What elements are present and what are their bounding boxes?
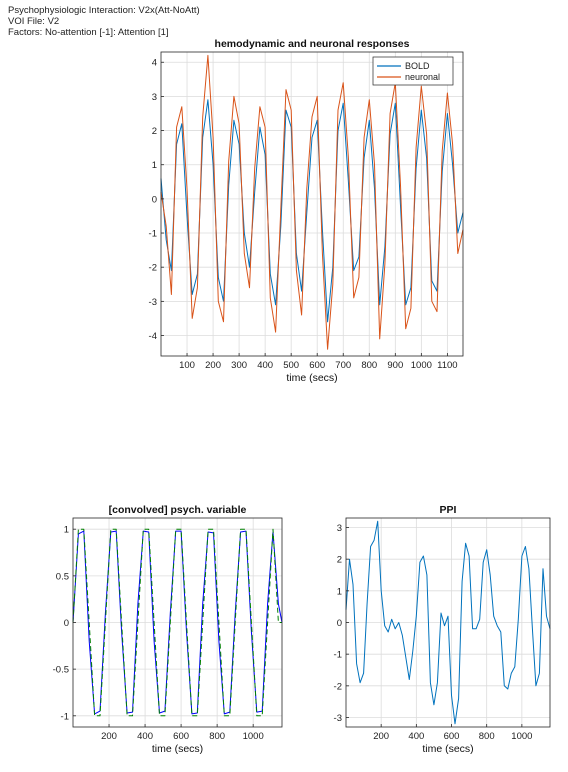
x-tick-label: 200: [205, 360, 221, 371]
x-tick-label: 800: [479, 731, 495, 742]
x-tick-label: 1000: [411, 360, 432, 371]
x-tick-label: 600: [444, 731, 460, 742]
x-tick-label: 1100: [437, 360, 457, 371]
legend-box: [372, 56, 454, 86]
x-tick-label: 1000: [243, 731, 264, 742]
y-tick-label: -4: [149, 331, 157, 342]
x-axis-label: time (secs): [422, 743, 473, 755]
y-tick-label: 0.5: [56, 571, 69, 582]
x-axis-label: time (secs): [286, 372, 337, 384]
x-tick-label: 1000: [511, 731, 532, 742]
y-tick-label: -2: [149, 263, 157, 274]
y-tick-label: 1: [152, 160, 157, 171]
axes-box: [160, 51, 464, 357]
y-tick-label: 1: [64, 525, 69, 536]
chart-ppi: 200 400 600 800 1000 -3 -2 -1 0 1 2 3 PPI time (secs): [334, 504, 551, 755]
y-tick-label: 2: [337, 555, 342, 566]
chart-title: PPI: [440, 504, 457, 516]
y-tick-label: -3: [149, 297, 157, 308]
series-line-2: [72, 528, 282, 717]
y-tick-label: 4: [152, 58, 157, 69]
chart-convolved-psych-variable: 200 400 600 800 1000 -1 -0.5 0 0.5 1 [convolved] p…: [53, 504, 283, 755]
x-tick-label: 800: [209, 731, 225, 742]
y-tick-label: 3: [152, 92, 157, 103]
x-tick-label: 900: [387, 360, 403, 371]
x-axis-label: time (secs): [152, 743, 203, 755]
y-tick-label: -2: [334, 681, 342, 692]
x-tick-label: 500: [283, 360, 299, 371]
y-tick-label: -0.5: [53, 665, 69, 676]
x-tick-label: 100: [179, 360, 195, 371]
y-tick-label: -1: [149, 229, 157, 240]
y-tick-label: -1: [61, 711, 69, 722]
y-tick-label: -1: [334, 650, 342, 661]
x-tick-label: 400: [257, 360, 273, 371]
x-tick-label: 600: [173, 731, 189, 742]
x-tick-label: 700: [335, 360, 351, 371]
y-tick-label: 0: [152, 194, 157, 205]
header-line-1: Psychophysiologic Interaction: V2x(Att-N…: [8, 5, 200, 16]
series-neuronal: [160, 54, 464, 350]
y-tick-label: 3: [337, 523, 342, 534]
x-tick-label: 200: [101, 731, 117, 742]
y-tick-label: 1: [337, 586, 342, 597]
chart-title: [convolved] psych. variable: [109, 504, 247, 516]
x-tick-label: 300: [231, 360, 247, 371]
plot-area: [161, 52, 463, 356]
legend-label-bold: BOLD: [405, 61, 430, 71]
header-line-3: Factors: No-attention [-1]: Attention [1…: [8, 27, 169, 38]
x-tick-label: 400: [137, 731, 153, 742]
y-tick-label: 2: [152, 126, 157, 137]
x-tick-label: 400: [408, 731, 424, 742]
x-tick-label: 800: [361, 360, 377, 371]
legend-label-neuronal: neuronal: [405, 72, 440, 82]
chart-hemodynamic-neuronal: 100 200 300 400 500 600 700 800 900 1000 1100 -4 -3 -…: [149, 38, 464, 384]
header-line-2: VOI File: V2: [8, 16, 60, 27]
y-tick-label: 0: [64, 618, 69, 629]
y-tick-label: 0: [337, 618, 342, 629]
y-tick-label: -3: [334, 713, 342, 724]
x-tick-label: 200: [373, 731, 389, 742]
series-line-1: [345, 520, 551, 725]
chart-title: hemodynamic and neuronal responses: [215, 38, 410, 50]
x-tick-label: 600: [309, 360, 325, 371]
